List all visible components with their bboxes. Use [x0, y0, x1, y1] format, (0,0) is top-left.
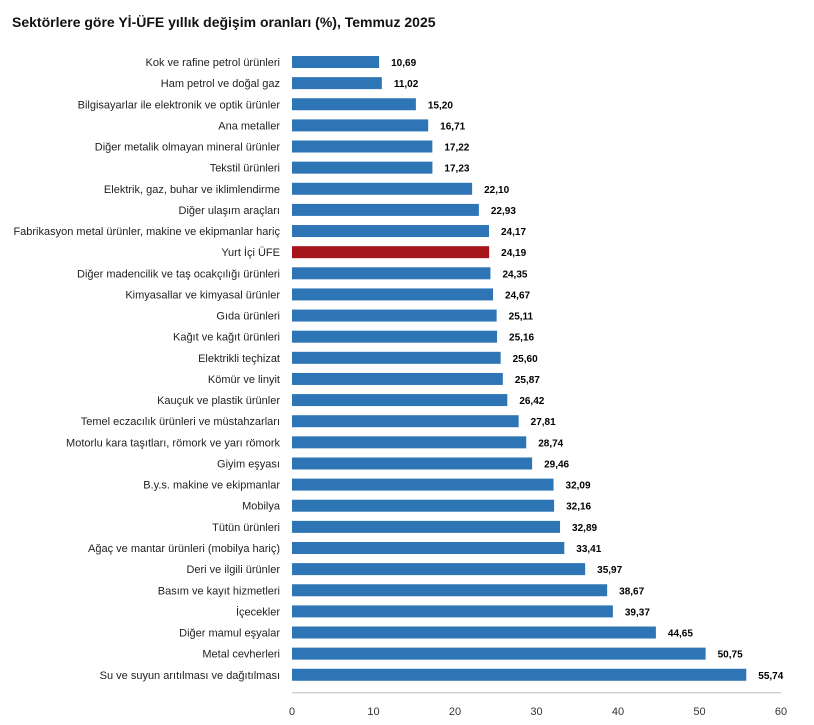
category-label: Elektrik, gaz, buhar ve iklimlendirme	[104, 184, 280, 196]
bar	[292, 372, 503, 385]
value-label: 28,74	[538, 438, 563, 449]
category-label: Diğer metalik olmayan mineral ürünler	[95, 142, 281, 154]
bar	[292, 626, 656, 639]
category-label: Bilgisayarlar ile elektronik ve optik ür…	[78, 99, 281, 111]
value-label: 22,10	[484, 185, 509, 196]
value-label: 26,42	[519, 396, 544, 407]
bar	[292, 56, 380, 68]
value-label: 15,20	[428, 100, 453, 111]
bar	[292, 225, 489, 238]
category-label: Metal cevherleri	[202, 649, 280, 661]
value-label: 27,81	[531, 417, 556, 428]
bar	[292, 98, 416, 111]
bar	[292, 478, 554, 491]
category-label: Tekstil ürünleri	[210, 163, 280, 175]
bar	[292, 119, 429, 132]
value-label: 25,11	[509, 312, 534, 323]
value-label: 44,65	[668, 629, 693, 640]
x-tick-label: 20	[449, 706, 461, 718]
category-label: Su ve suyun arıtılması ve dağıtılması	[100, 670, 280, 682]
category-label: Ağaç ve mantar ürünleri (mobilya hariç)	[88, 543, 280, 555]
value-label: 10,69	[391, 58, 416, 69]
value-label: 24,19	[501, 248, 526, 259]
bar	[292, 668, 747, 681]
category-label: Tütün ürünleri	[212, 522, 280, 534]
category-label: Motorlu kara taşıtları, römork ve yarı r…	[66, 437, 280, 449]
value-label: 16,71	[440, 121, 465, 132]
category-label: Giyim eşyası	[217, 458, 280, 470]
bar	[292, 182, 473, 195]
value-label: 32,09	[566, 481, 591, 492]
chart-title: Sektörlere göre Yİ-ÜFE yıllık değişim or…	[12, 14, 436, 30]
bar	[292, 161, 433, 174]
value-label: 17,22	[444, 143, 469, 154]
category-label: B.y.s. makine ve ekipmanlar	[143, 480, 280, 492]
category-label: Basım ve kayıt hizmetleri	[158, 585, 280, 597]
x-tick-label: 40	[612, 706, 624, 718]
category-label: Diğer ulaşım araçları	[179, 205, 280, 217]
category-label: Temel eczacılık ürünleri ve müstahzarlar…	[81, 416, 280, 428]
x-tick-label: 30	[530, 706, 542, 718]
category-label: Fabrikasyon metal ürünler, makine ve eki…	[13, 226, 280, 238]
x-tick-label: 60	[775, 706, 787, 718]
value-label: 39,37	[625, 607, 650, 618]
bar	[292, 140, 433, 153]
value-label: 25,60	[513, 354, 538, 365]
bar	[292, 584, 608, 597]
bar	[292, 499, 555, 512]
bar	[292, 436, 527, 449]
category-label: Ham petrol ve doğal gaz	[161, 78, 280, 90]
category-label: Deri ve ilgili ürünler	[186, 564, 280, 576]
bar	[292, 203, 479, 216]
category-label: Mobilya	[242, 501, 281, 513]
bar	[292, 330, 498, 343]
value-label: 17,23	[444, 164, 469, 175]
bar	[292, 77, 382, 90]
value-label: 38,67	[619, 586, 644, 597]
category-label: Yurt İçi ÜFE	[221, 246, 280, 259]
category-label: Diğer mamul eşyalar	[179, 628, 280, 640]
bar	[292, 288, 494, 301]
value-label: 25,87	[515, 375, 540, 386]
value-label: 22,93	[491, 206, 516, 217]
bar	[292, 309, 497, 322]
x-tick-label: 50	[693, 706, 705, 718]
bar	[292, 520, 561, 533]
bar	[292, 457, 533, 470]
category-label: Kağıt ve kağıt ürünleri	[173, 332, 280, 344]
value-label: 25,16	[509, 333, 534, 344]
value-label: 24,17	[501, 227, 526, 238]
value-label: 24,67	[505, 290, 530, 301]
bar	[292, 394, 508, 407]
x-tick-label: 10	[367, 706, 379, 718]
bar	[292, 351, 501, 364]
bar	[292, 267, 491, 280]
value-label: 11,02	[394, 79, 419, 90]
value-label: 32,16	[566, 502, 591, 513]
bar	[292, 246, 490, 259]
bar	[292, 541, 565, 554]
value-label: 50,75	[718, 650, 743, 661]
value-label: 33,41	[576, 544, 601, 555]
category-label: Kömür ve linyit	[208, 374, 280, 386]
category-label: Ana metaller	[218, 120, 280, 132]
value-label: 55,74	[758, 671, 783, 682]
category-label: Kauçuk ve plastik ürünler	[157, 395, 280, 407]
category-label: Kok ve rafine petrol ürünleri	[145, 57, 280, 69]
category-label: İçecekler	[236, 605, 280, 618]
category-label: Diğer madencilik ve taş ocakçılığı ürünl…	[77, 268, 280, 280]
category-label: Gıda ürünleri	[216, 311, 280, 323]
bar	[292, 647, 706, 660]
bar	[292, 415, 519, 428]
x-tick-label: 0	[289, 706, 295, 718]
value-label: 35,97	[597, 565, 622, 576]
value-label: 29,46	[544, 459, 569, 470]
bar	[292, 563, 586, 576]
value-label: 24,35	[502, 269, 527, 280]
bar	[292, 605, 613, 618]
value-label: 32,89	[572, 523, 597, 534]
category-label: Kimyasallar ve kimyasal ürünler	[125, 289, 280, 301]
category-label: Elektrikli teçhizat	[198, 353, 280, 365]
